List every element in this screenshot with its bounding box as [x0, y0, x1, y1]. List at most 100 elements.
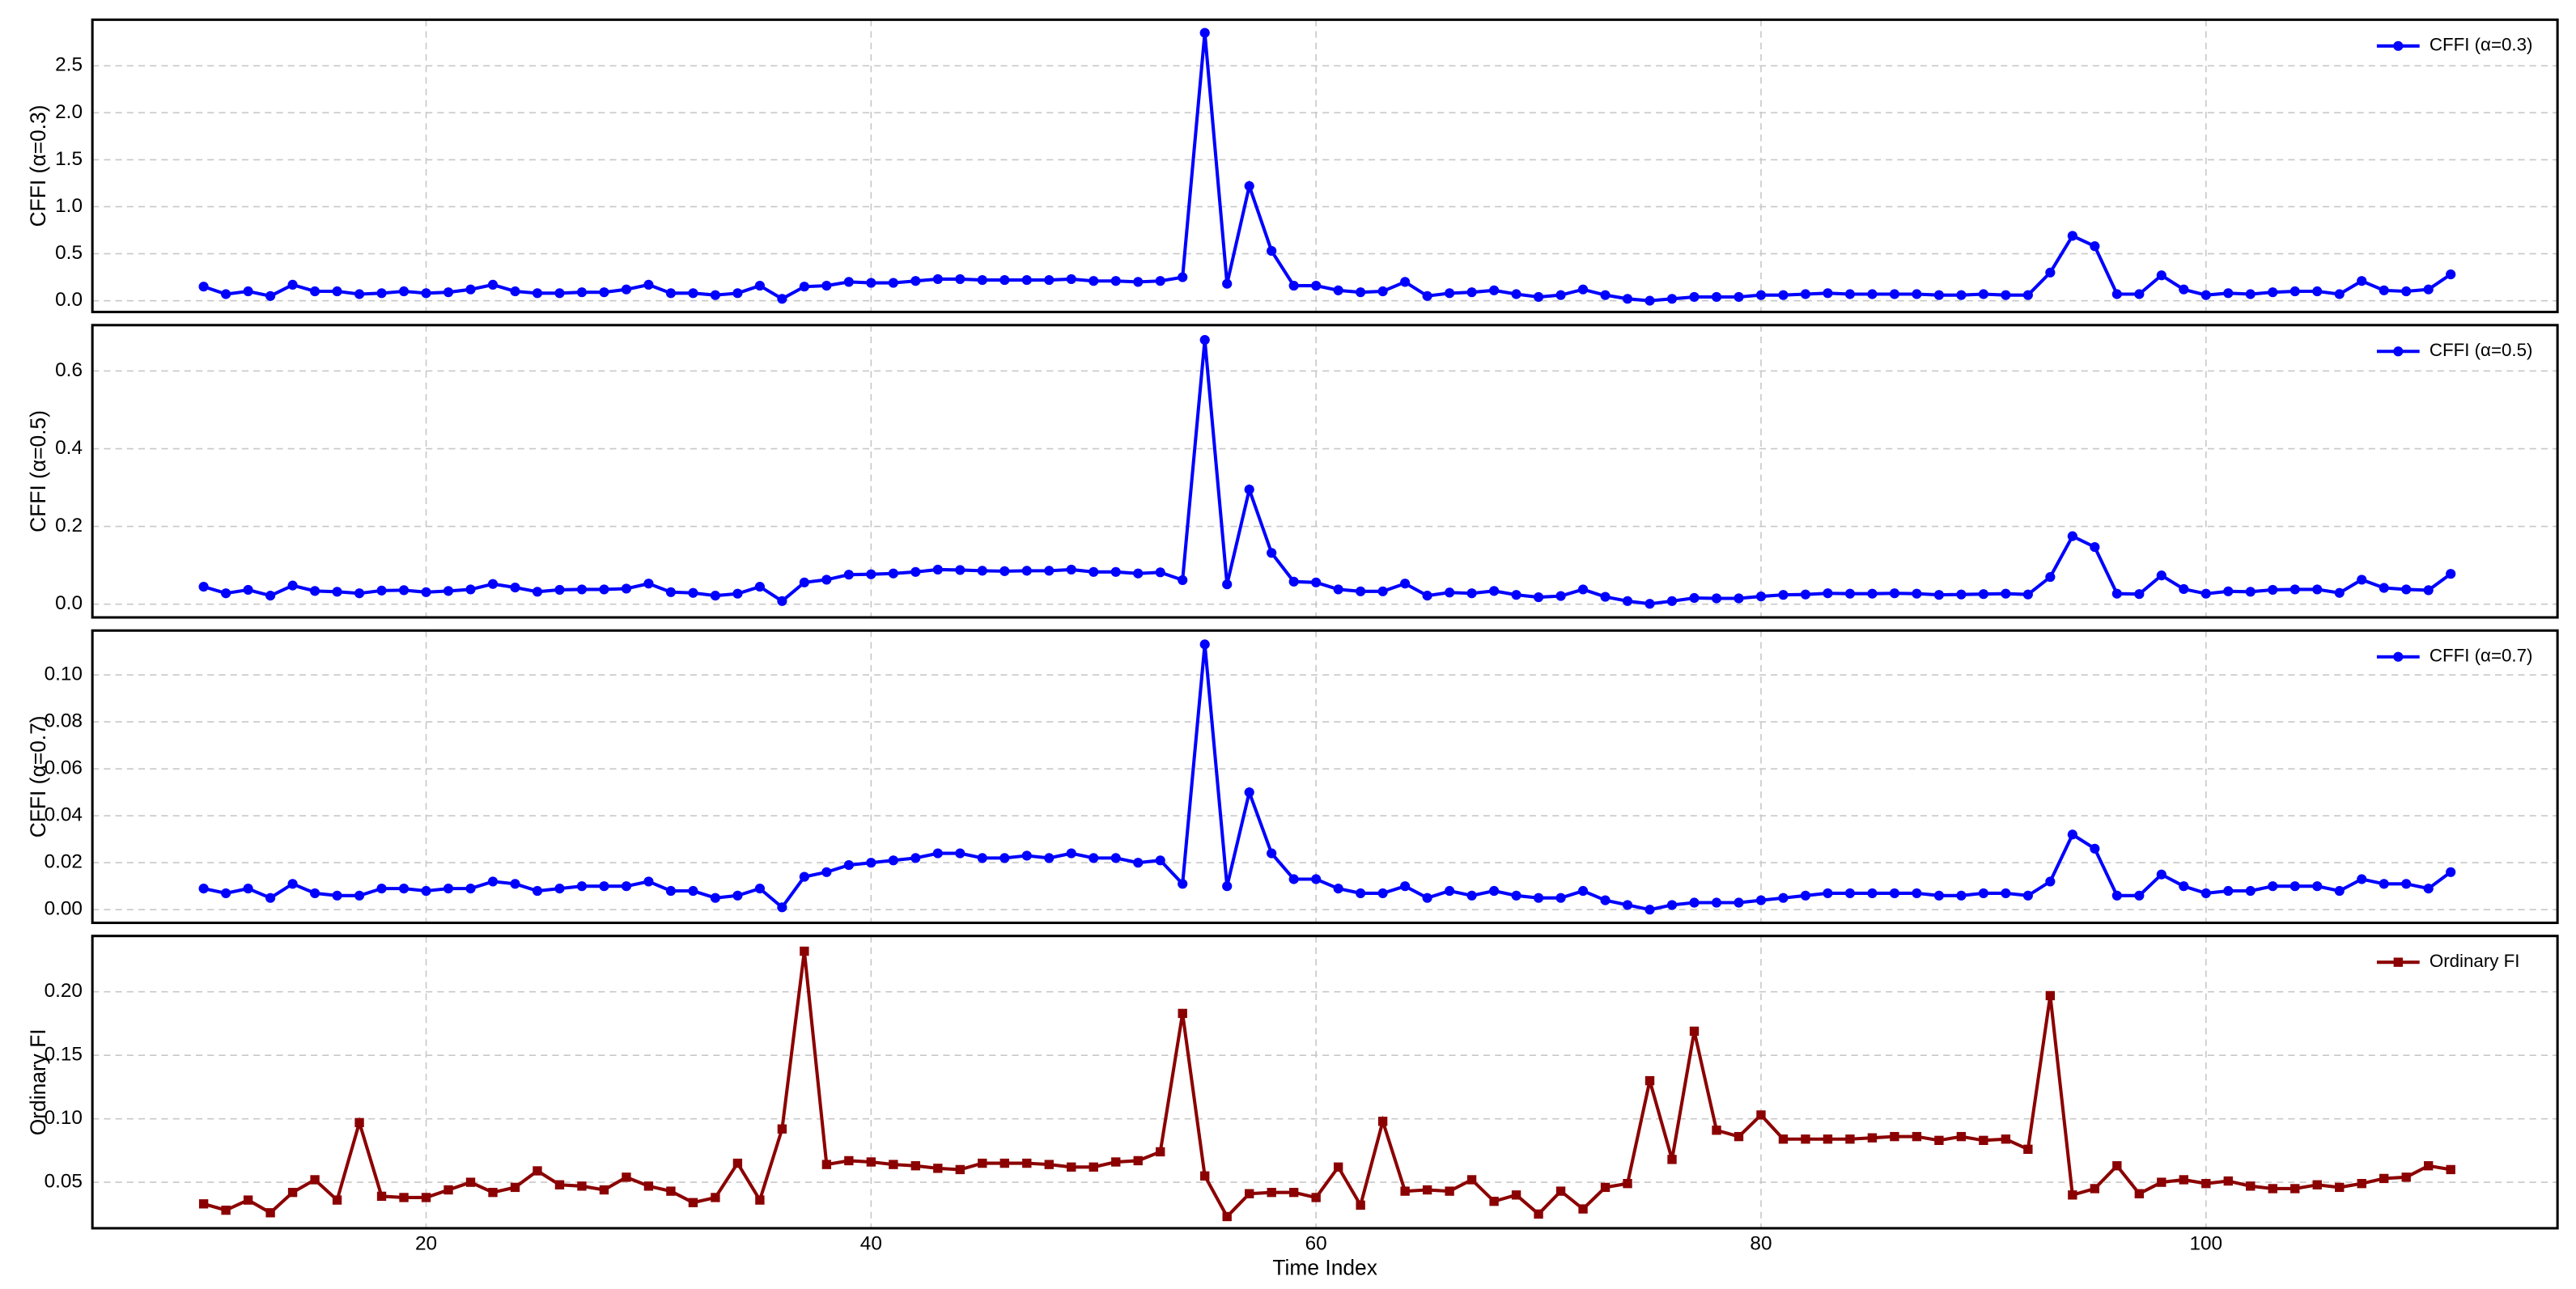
marker [2200, 588, 2211, 599]
marker [309, 286, 320, 297]
marker [1533, 291, 1544, 303]
marker [888, 855, 898, 866]
marker [1333, 285, 1343, 295]
marker [2312, 584, 2323, 595]
marker [955, 565, 965, 575]
marker [1133, 568, 1144, 579]
y-tick-label: 0.05 [45, 1171, 83, 1193]
marker [2134, 289, 2145, 299]
marker [2357, 874, 2367, 884]
marker [866, 858, 876, 868]
marker [2357, 575, 2367, 585]
marker [1021, 850, 1032, 861]
marker [309, 888, 320, 898]
marker [1089, 853, 1099, 863]
y-tick-label: 0.10 [45, 1107, 83, 1129]
y-tick-label: 2.5 [55, 54, 83, 76]
marker [643, 876, 654, 887]
marker [243, 884, 253, 894]
marker [2134, 890, 2145, 901]
marker [488, 1187, 498, 1198]
marker [910, 566, 921, 577]
marker [1933, 590, 1944, 600]
y-tick-label: 0.02 [45, 851, 83, 873]
marker [198, 884, 209, 894]
marker [866, 1157, 876, 1167]
marker [755, 1195, 765, 1205]
marker [1021, 566, 1032, 576]
marker [2200, 888, 2211, 898]
marker [2379, 1173, 2389, 1184]
marker [643, 1181, 654, 1191]
marker [1800, 890, 1811, 901]
marker [2290, 1184, 2300, 1194]
marker [2393, 651, 2404, 662]
marker [2022, 290, 2033, 300]
marker [376, 288, 387, 299]
marker [1889, 888, 1900, 898]
x-tick-label: 80 [1750, 1233, 1772, 1255]
marker [265, 290, 276, 301]
marker [932, 848, 943, 859]
marker [1288, 280, 1299, 291]
marker [1511, 1190, 1521, 1200]
marker [1689, 291, 1700, 303]
marker [1823, 888, 1833, 898]
marker [332, 890, 342, 901]
marker [2290, 584, 2300, 595]
marker [1755, 895, 1767, 905]
marker [732, 288, 743, 299]
marker [1377, 286, 1388, 297]
marker [2045, 876, 2056, 887]
marker [2157, 1177, 2166, 1187]
marker [1578, 1204, 1588, 1214]
marker [1356, 287, 1366, 298]
marker [2156, 270, 2166, 281]
marker [1133, 1155, 1143, 1166]
marker [999, 566, 1010, 576]
marker [1511, 890, 1521, 901]
marker [799, 577, 809, 587]
marker [443, 884, 454, 894]
marker [843, 570, 854, 580]
marker [1089, 1162, 1098, 1172]
y-tick-label: 1.0 [55, 195, 83, 217]
marker [1311, 874, 1322, 884]
marker [1600, 895, 1611, 905]
marker [2223, 586, 2234, 596]
marker [1156, 1147, 1165, 1157]
line [203, 951, 2451, 1219]
marker [2223, 1176, 2233, 1186]
marker [2067, 829, 2077, 840]
marker [2112, 1161, 2122, 1171]
marker [2423, 585, 2434, 596]
marker [2001, 888, 2011, 898]
marker [910, 1161, 921, 1171]
marker [1377, 888, 1388, 898]
legend-label: CFFI (α=0.3) [2430, 35, 2533, 55]
y-axis-label: CFFI (α=0.7) [26, 715, 50, 837]
marker [198, 581, 209, 592]
marker [1956, 589, 1967, 600]
marker [1288, 1187, 1299, 1198]
y-tick-label: 1.5 [55, 148, 83, 170]
marker [1356, 888, 1366, 898]
marker [821, 575, 832, 585]
marker [1245, 1189, 1254, 1198]
marker [1712, 1126, 1721, 1135]
marker [332, 587, 342, 597]
marker [843, 277, 854, 287]
marker [1623, 1179, 1632, 1189]
marker [1577, 284, 1589, 295]
marker [221, 1205, 231, 1215]
marker [665, 587, 677, 597]
marker [2423, 284, 2434, 295]
y-tick-label: 0.0 [55, 289, 83, 311]
marker [599, 881, 609, 892]
marker [2334, 289, 2345, 299]
marker [310, 1175, 320, 1185]
marker [1934, 1135, 1944, 1146]
marker [2290, 286, 2300, 297]
marker [1400, 277, 1411, 287]
